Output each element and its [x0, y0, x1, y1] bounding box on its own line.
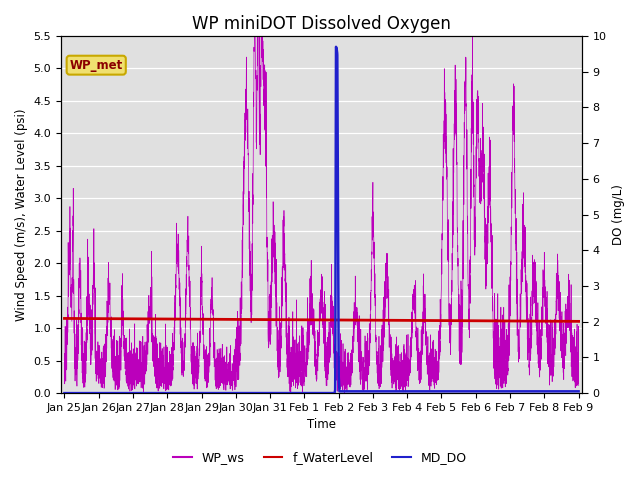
Y-axis label: DO (mg/L): DO (mg/L) [612, 184, 625, 245]
Legend: WP_ws, f_WaterLevel, MD_DO: WP_ws, f_WaterLevel, MD_DO [168, 446, 472, 469]
Y-axis label: Wind Speed (m/s), Water Level (psi): Wind Speed (m/s), Water Level (psi) [15, 108, 28, 321]
Text: WP_met: WP_met [70, 59, 123, 72]
Title: WP miniDOT Dissolved Oxygen: WP miniDOT Dissolved Oxygen [192, 15, 451, 33]
X-axis label: Time: Time [307, 419, 336, 432]
